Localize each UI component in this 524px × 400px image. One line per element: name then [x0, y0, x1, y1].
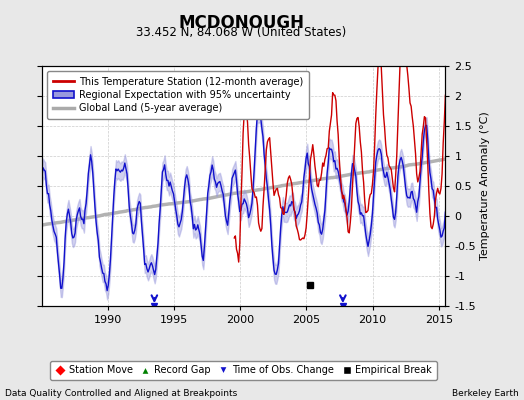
Text: 33.452 N, 84.068 W (United States): 33.452 N, 84.068 W (United States): [136, 26, 346, 39]
Legend: Station Move, Record Gap, Time of Obs. Change, Empirical Break: Station Move, Record Gap, Time of Obs. C…: [50, 361, 437, 380]
Text: Berkeley Earth: Berkeley Earth: [452, 389, 519, 398]
Text: Data Quality Controlled and Aligned at Breakpoints: Data Quality Controlled and Aligned at B…: [5, 389, 237, 398]
Y-axis label: Temperature Anomaly (°C): Temperature Anomaly (°C): [480, 112, 490, 260]
Text: MCDONOUGH: MCDONOUGH: [178, 14, 304, 32]
